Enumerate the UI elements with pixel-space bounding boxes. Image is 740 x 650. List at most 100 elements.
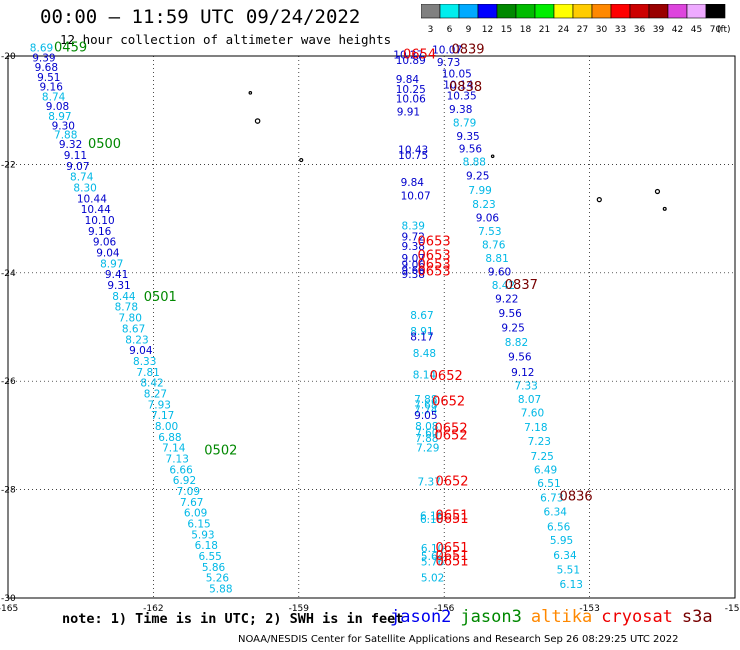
scale-unit: (ft) [717,25,731,35]
wave-height-value: 9.16 [40,82,64,94]
wave-height-value: 10.06 [396,94,426,106]
wave-height-value: 9.11 [64,150,87,162]
wave-height-value: 5.93 [191,529,214,541]
wave-height-value: 5.26 [206,573,230,585]
wave-height-value: 8.91 [410,326,433,338]
pass-time-label: 0651 [435,508,468,523]
wave-height-value: 8.42 [140,378,163,390]
wave-height-value: 8.74 [70,172,94,184]
wave-height-value: 10.14 [443,80,473,92]
wave-height-value: 10.05 [442,69,472,81]
scale-label: 33 [615,25,626,35]
wave-height-value: 7.23 [528,436,551,448]
wave-height-value: 9.56 [508,352,532,364]
wave-height-value: 9.38 [449,104,472,116]
y-tick-label: -28 [1,486,16,496]
wave-height-value: 6.66 [169,464,193,476]
wave-height-value: 8.23 [472,199,495,211]
wave-height-value: 7.93 [148,399,171,411]
wave-height-value: 9.08 [46,101,69,113]
scale-label: 21 [539,25,550,35]
wave-height-value: 8.48 [413,348,436,360]
x-tick-label: -162 [143,604,163,614]
wave-height-value: 10.44 [77,193,107,205]
pass-time-label: 0501 [144,290,177,305]
island-outline [490,154,495,159]
wave-height-value: 8.69 [30,43,53,55]
wave-height-value: 9.06 [402,259,426,271]
map-frame [7,55,736,599]
wave-height-value: 8.78 [115,302,138,314]
wave-height-value: 7.53 [478,226,501,238]
wave-height-value: 5.95 [550,535,573,547]
wave-height-value: 10.75 [398,150,428,162]
wave-height-value: 9.05 [414,410,437,422]
island-outline [248,91,253,95]
pass-time-label: 0500 [88,137,121,152]
pass-time-label: 0459 [54,41,87,56]
wave-height-value: 9.38 [402,269,425,281]
wave-height-value: 10.44 [81,204,111,216]
x-tick-label: -159 [289,604,310,614]
pass-time-label: 0502 [204,443,237,458]
wave-height-value: 9.38 [402,241,425,253]
wave-height-value: 7.13 [166,454,189,466]
scale-swatch [705,4,726,19]
scale-label: 45 [691,25,702,35]
pass-time-label: 0653 [418,248,451,263]
scale-label: 12 [482,25,493,35]
wave-height-value: 7.88 [415,433,438,445]
pass-time-label: 0652 [435,422,468,437]
footer-credit: NOAA/NESDIS Center for Satellite Applica… [238,634,679,645]
chart-title: 00:00 — 11:59 UTC 09/24/2022 [40,6,361,28]
wave-height-value: 5.76 [421,556,445,568]
wave-height-value: 6.16 [420,510,444,522]
scale-label: 9 [466,25,472,35]
y-tick-label: -22 [1,160,16,170]
pass-time-label: 0838 [449,80,482,95]
pass-time-label: 0653 [418,257,451,272]
wave-height-value: 6.15 [187,519,210,531]
wave-height-value: 8.39 [402,220,425,232]
wave-height-value: 6.34 [553,550,577,562]
scale-label: 39 [653,25,665,35]
wave-height-value: 6.88 [158,432,181,444]
wave-height-value: 8.07 [518,394,541,406]
wave-height-value: 6.92 [173,475,196,487]
wave-height-value: 7.74 [414,405,438,417]
wave-height-value: 7.60 [415,427,438,439]
wave-height-value: 8.00 [155,421,178,433]
y-tick-label: -20 [1,52,16,62]
wave-height-value: 9.84 [401,177,425,189]
legend-item: cryosat [601,607,673,627]
wave-height-value: 9.16 [88,226,112,238]
y-tick-label: -26 [1,377,16,387]
wave-height-value: 9.07 [66,161,89,173]
wave-height-value: 7.25 [530,451,553,463]
wave-height-value: 9.72 [402,231,425,243]
pass-time-label: 0839 [451,42,484,57]
pass-time-label: 0836 [560,489,593,504]
wave-height-value: 8.30 [73,183,96,195]
wave-height-value: 6.56 [547,521,571,533]
units-note: note: 1) Time is in UTC; 2) SWH is in fe… [62,611,404,627]
wave-height-value: 7.81 [136,367,159,379]
wave-height-value: 7.09 [177,486,200,498]
wave-height-value: 6.49 [534,464,557,476]
wave-height-value: 7.14 [162,443,186,455]
wave-height-value: 9.22 [495,294,518,306]
wave-height-value: 8.79 [453,117,476,129]
wave-height-value: 9.66 [402,265,426,277]
wave-height-value: 5.88 [209,584,232,596]
pass-time-label: 0651 [435,541,468,556]
island-outline [654,188,661,195]
wave-height-value: 6.09 [184,508,207,520]
wave-height-value: 7.29 [416,443,439,455]
wave-height-value: 10.89 [396,55,426,67]
legend-item: jason2 [390,607,452,627]
y-tick-label: -30 [1,594,16,604]
wave-height-value: 9.04 [129,345,153,357]
wave-height-value: 7.67 [180,497,203,509]
wave-height-value: 9.25 [466,171,489,183]
